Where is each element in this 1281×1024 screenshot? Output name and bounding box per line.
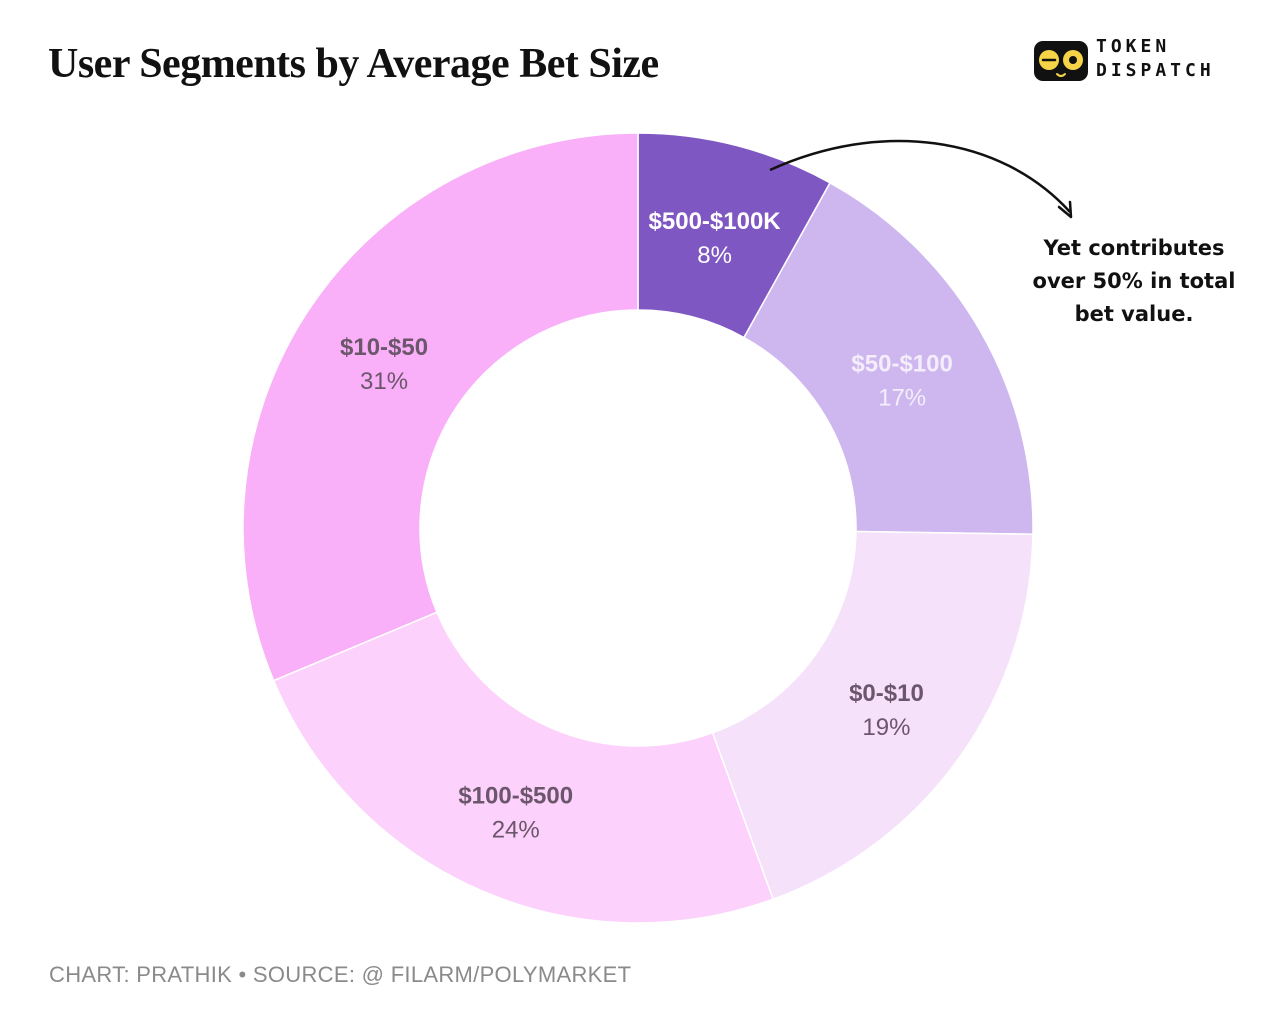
footer-credit: CHART: PRATHIK • SOURCE: @ FILARM/POLYMA… xyxy=(49,962,632,987)
annotation-arrowhead xyxy=(1057,200,1073,219)
slice-value-label: 8% xyxy=(697,242,732,269)
slice-category-label: $10-$50 xyxy=(340,334,428,361)
slice-label-10-50: $10-$50 31% xyxy=(340,334,428,395)
slice-category-label: $100-$500 xyxy=(458,782,573,809)
brand-name-line2: DISPATCH xyxy=(1096,60,1215,81)
annotation-line: over 50% in total xyxy=(1032,269,1236,293)
brand-logo: TOKEN DISPATCH xyxy=(1033,38,1263,84)
slice-100-500 xyxy=(272,611,775,924)
slice-label-50-100: $50-$100 17% xyxy=(851,351,952,412)
annotation-line: bet value. xyxy=(1074,302,1194,326)
slice-50-100 xyxy=(742,181,1034,536)
goggles-face-icon xyxy=(1034,41,1088,81)
slice-value-label: 31% xyxy=(360,368,408,395)
slice-category-label: $50-$100 xyxy=(851,351,952,378)
slice-10-50 xyxy=(242,132,639,682)
chart-title: User Segments by Average Bet Size xyxy=(48,41,659,87)
slice-value-label: 19% xyxy=(862,714,910,741)
annotation-text: Yet contributes over 50% in total bet va… xyxy=(1014,232,1254,331)
annotation-arrow xyxy=(769,139,1071,213)
annotation-line: Yet contributes xyxy=(1043,236,1225,260)
slice-category-label: $500-$100K xyxy=(649,208,782,235)
slice-label-500-100k: $500-$100K 8% xyxy=(649,208,782,269)
slice-0-10 xyxy=(711,530,1034,901)
slice-label-100-500: $100-$500 24% xyxy=(458,782,573,843)
slice-label-0-10: $0-$10 19% xyxy=(849,680,924,741)
slice-category-label: $0-$10 xyxy=(849,680,924,707)
slice-value-label: 24% xyxy=(492,816,540,843)
donut-slices xyxy=(242,132,1034,924)
slice-value-label: 17% xyxy=(878,385,926,412)
brand-name-line1: TOKEN xyxy=(1096,36,1171,57)
donut-labels: $500-$100K 8% $50-$100 17% $0-$10 19% $100-$50… xyxy=(340,208,953,844)
